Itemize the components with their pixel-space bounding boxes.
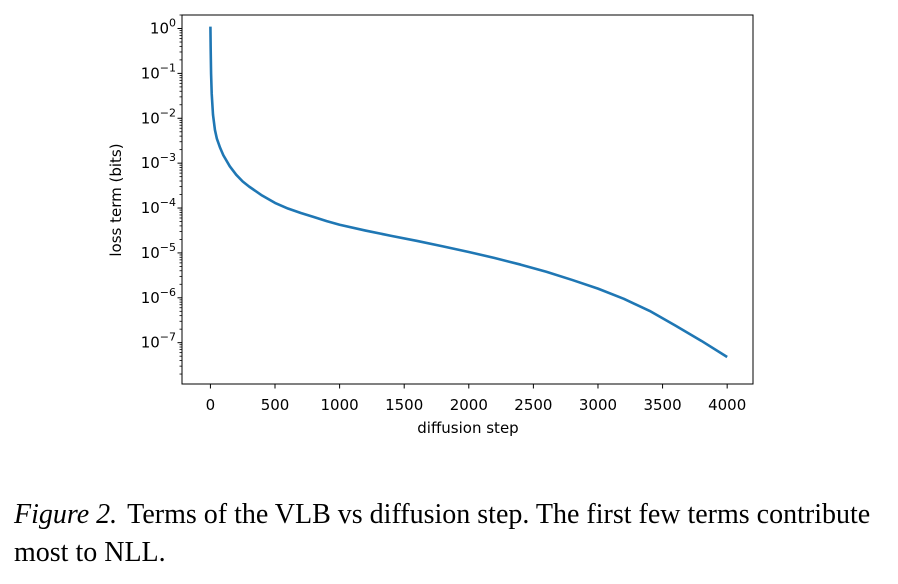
x-tick-label: 1000: [321, 396, 359, 414]
y-tick-label: 10−7: [141, 331, 176, 352]
y-tick-base: 10: [141, 154, 160, 172]
x-tick-label: 2000: [450, 396, 488, 414]
x-tick-label: 4000: [708, 396, 746, 414]
y-tick-exponent: −3: [160, 151, 176, 164]
y-tick-exponent: −7: [160, 331, 176, 344]
x-ticks: [209, 384, 728, 389]
y-tick-exponent: −2: [160, 106, 176, 119]
figure-label: Figure 2.: [14, 499, 118, 530]
y-tick-label: 10−2: [141, 106, 176, 127]
y-tick-base: 10: [141, 109, 160, 127]
y-tick-base: 10: [141, 289, 160, 307]
x-tick-label: 0: [206, 396, 216, 414]
x-tick-label: 3000: [579, 396, 617, 414]
y-tick-base: 10: [141, 64, 160, 82]
caption-text: Terms of the VLB vs diffusion step. The …: [14, 499, 871, 568]
y-tick-base: 10: [141, 199, 160, 217]
y-tick-exponent: −4: [160, 196, 176, 209]
y-tick-label: 10−6: [141, 286, 176, 307]
y-tick-base: 10: [141, 244, 160, 262]
figure-caption: Figure 2. Terms of the VLB vs diffusion s…: [14, 496, 884, 572]
y-axis-label: loss term (bits): [107, 143, 125, 256]
y-tick-label: 10−1: [141, 61, 176, 82]
y-minor-ticks: [179, 14, 182, 375]
series-line: [209, 26, 728, 359]
y-tick-base: 10: [150, 20, 169, 38]
y-tick-exponent: 0: [169, 17, 176, 30]
x-tick-label: 1500: [385, 396, 423, 414]
x-tick-labels: 0 500 1000 1500 2000 2500 3000 3500 4000: [206, 396, 747, 414]
y-tick-label: 10−3: [141, 151, 176, 172]
y-tick-exponent: −5: [160, 241, 176, 254]
y-tick-exponent: −6: [160, 286, 176, 299]
plot-area-frame: [181, 14, 754, 385]
y-tick-base: 10: [141, 334, 160, 352]
y-tick-label: 10−5: [141, 241, 176, 262]
x-tick-label: 3500: [643, 396, 681, 414]
y-major-ticks: [177, 28, 182, 344]
x-axis-label: diffusion step: [417, 419, 518, 437]
x-tick-label: 500: [261, 396, 290, 414]
y-tick-exponent: −1: [160, 61, 176, 74]
series-layer: [209, 26, 728, 359]
y-tick-label: 10−4: [141, 196, 176, 217]
y-tick-label: 100: [150, 17, 176, 38]
x-tick-label: 2500: [514, 396, 552, 414]
